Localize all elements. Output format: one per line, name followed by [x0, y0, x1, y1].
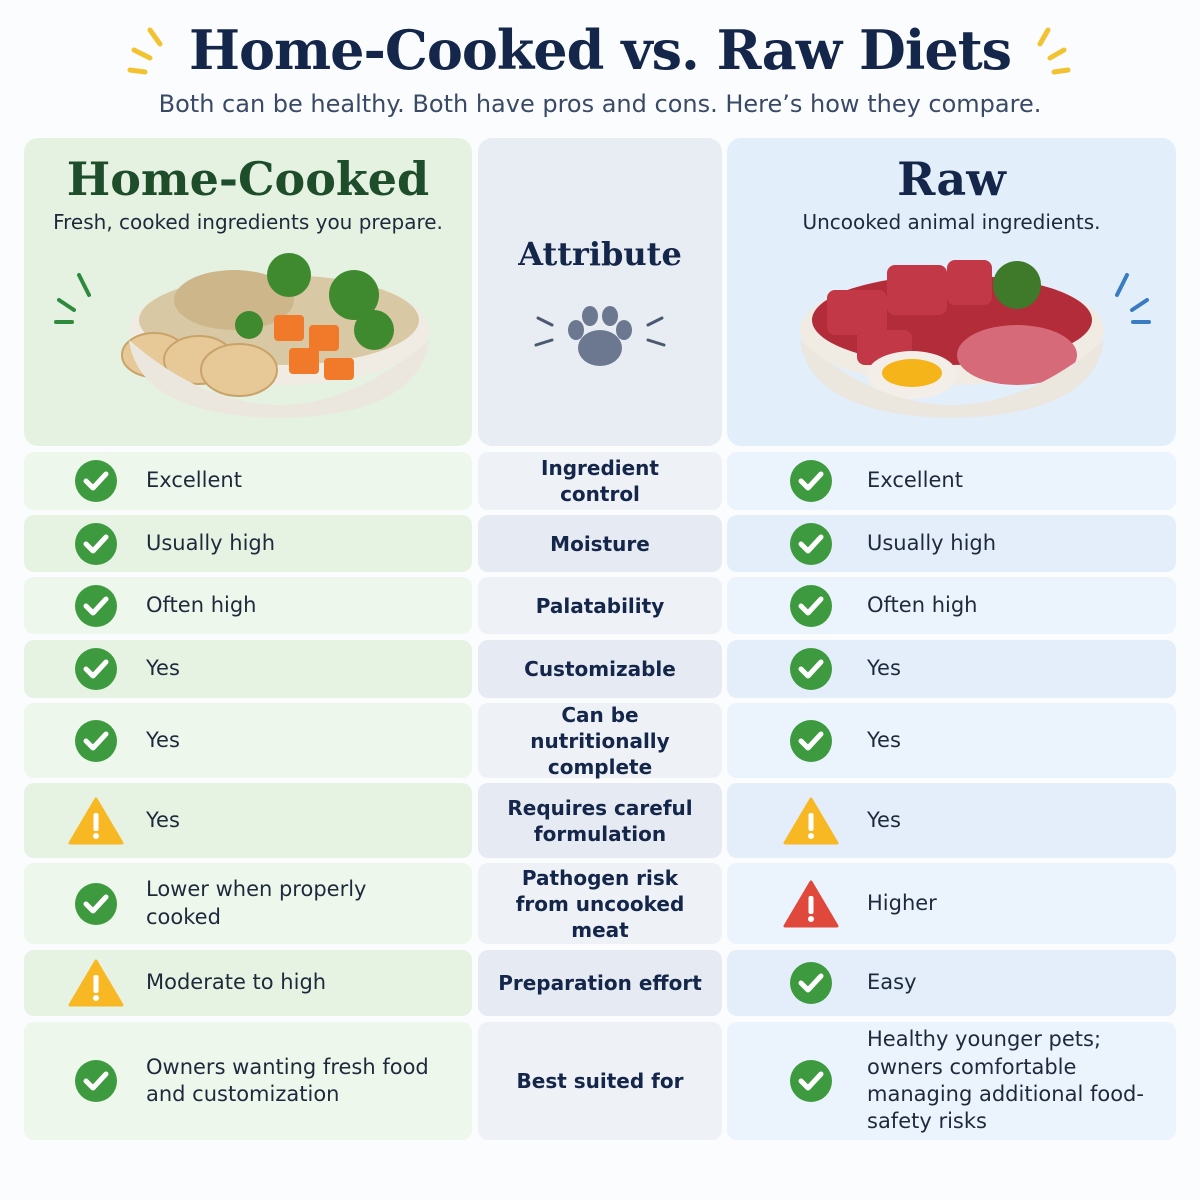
title-decoration [127, 27, 1071, 75]
raw-cell: Often high [727, 577, 1176, 634]
raw-value: Yes [867, 727, 901, 752]
paw-icon [534, 306, 666, 366]
home-cell: Excellent [24, 452, 472, 510]
check-icon [75, 522, 117, 565]
raw-cell: Yes [727, 640, 1176, 698]
raw-cell: Higher [727, 863, 1176, 944]
raw-value: Usually high [867, 530, 997, 555]
attribute-title: Attribute [518, 235, 682, 273]
raw-value: Often high [867, 592, 978, 617]
raw-cell: Healthy younger pets; owners comfortable… [727, 1022, 1176, 1140]
attribute-cell: Customizable [478, 640, 722, 698]
check-icon [790, 1060, 832, 1102]
check-icon [790, 522, 832, 565]
check-icon [75, 882, 117, 925]
home-cell: Moderate to high [24, 950, 472, 1016]
raw-value: Healthy younger pets; owners comfortable… [867, 1027, 1144, 1134]
raw-cell: Yes [727, 783, 1176, 858]
warning-icon [68, 797, 124, 844]
check-icon [790, 584, 832, 627]
danger-icon [783, 880, 839, 927]
raw-value: Higher [867, 890, 937, 915]
attribute-cell: Pathogen risk from uncooked meat [478, 863, 722, 944]
check-icon [75, 1060, 117, 1102]
check-icon [75, 648, 117, 690]
raw-cell: Yes [727, 703, 1176, 778]
home-value: Owners wanting fresh food and customizat… [146, 1054, 429, 1106]
attribute-cell: Requires careful formulation [478, 783, 722, 858]
check-icon [75, 584, 117, 627]
home-cell: Yes [24, 783, 472, 858]
home-cell: Owners wanting fresh food and customizat… [24, 1022, 472, 1140]
home-cell: Usually high [24, 515, 472, 572]
check-icon [75, 460, 117, 502]
raw-cell: Excellent [727, 452, 1176, 510]
subtitle: Both can be healthy. Both have pros and … [158, 90, 1042, 118]
raw-value: Yes [867, 656, 901, 681]
home-value: Yes [146, 727, 180, 752]
check-icon [790, 648, 832, 690]
title: Home-Cooked vs. Raw Diets [188, 18, 1012, 82]
check-icon [790, 719, 832, 762]
warning-icon [783, 797, 839, 844]
check-icon [75, 719, 117, 762]
attribute-cell: Best suited for [478, 1022, 722, 1140]
raw-bowl-illustration [800, 260, 1151, 418]
attribute-cell: Ingredient control [478, 452, 722, 510]
home-value: Yes [146, 807, 180, 832]
home-cell: Lower when properly cooked [24, 863, 472, 944]
raw-title: Raw [897, 152, 1006, 206]
home-subtitle: Fresh, cooked ingredients you prepare. [53, 210, 443, 234]
home-value: Usually high [146, 530, 276, 555]
home-title: Home-Cooked [66, 152, 430, 206]
warning-icon [68, 959, 124, 1007]
raw-value: Excellent [867, 468, 963, 493]
home-cell: Often high [24, 577, 472, 634]
raw-cell: Easy [727, 950, 1176, 1016]
attribute-cell: Preparation effort [478, 950, 722, 1016]
home-cell: Yes [24, 703, 472, 778]
raw-cell: Usually high [727, 515, 1176, 572]
check-icon [790, 962, 832, 1004]
attribute-cell: Can be nutritionally complete [478, 703, 722, 779]
home-cell: Yes [24, 640, 472, 698]
check-icon [790, 460, 832, 502]
home-value: Often high [146, 592, 257, 617]
home-value: Excellent [146, 468, 242, 493]
raw-value: Easy [867, 970, 917, 995]
attribute-header [478, 138, 722, 446]
attribute-cell: Palatability [478, 577, 722, 634]
home-value: Lower when properly cooked [146, 877, 367, 929]
home-value: Moderate to high [146, 970, 327, 995]
raw-subtitle: Uncooked animal ingredients. [802, 210, 1101, 234]
home-value: Yes [146, 656, 180, 681]
home-bowl-illustration [54, 253, 429, 418]
raw-value: Yes [867, 807, 901, 832]
attribute-cell: Moisture [478, 515, 722, 572]
